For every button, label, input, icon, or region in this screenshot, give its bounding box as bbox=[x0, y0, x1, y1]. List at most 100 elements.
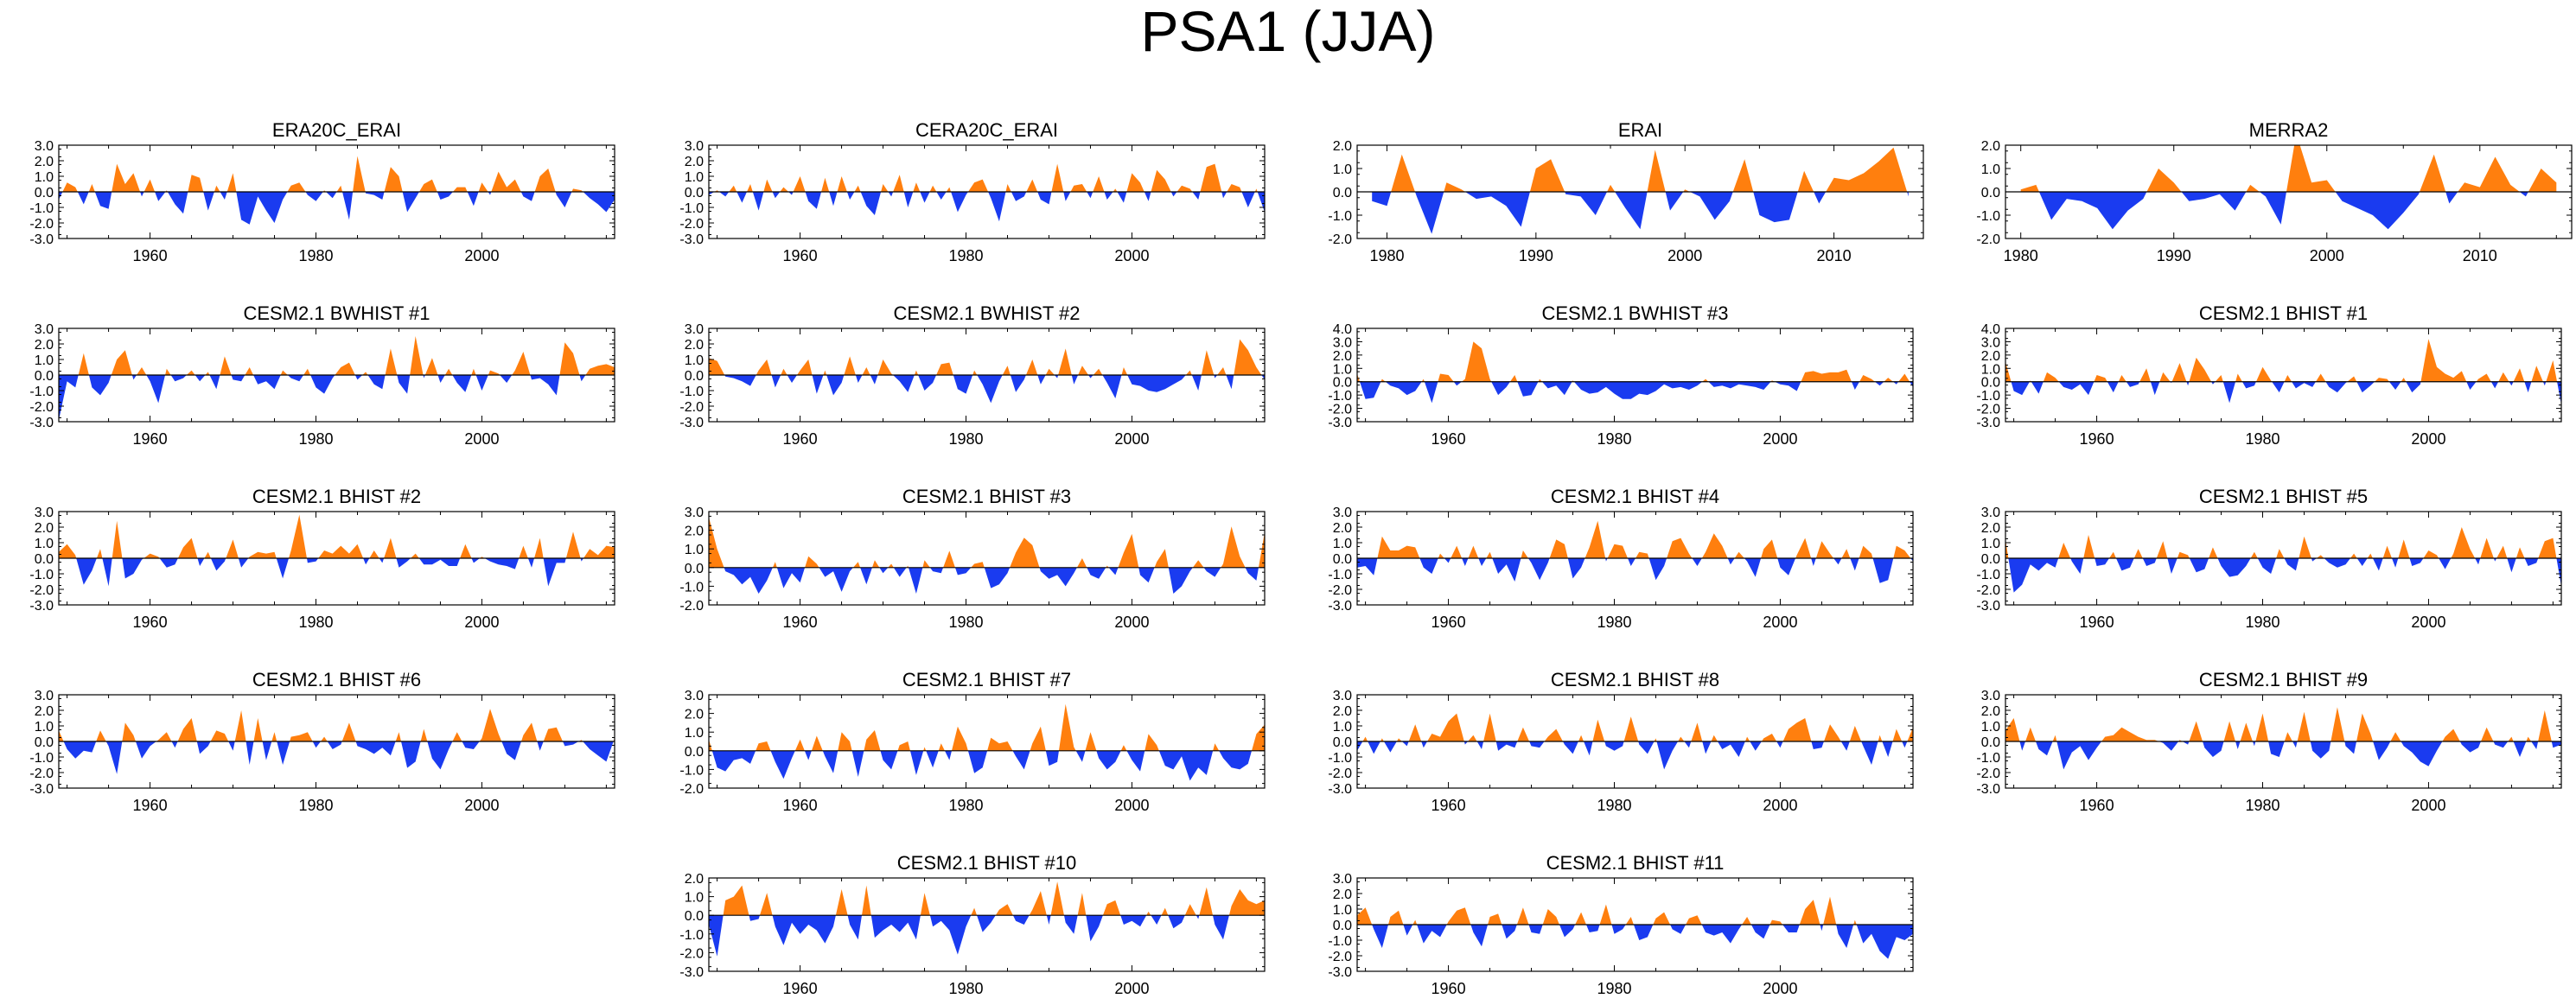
y-tick-label: -3.0 bbox=[29, 232, 54, 247]
x-tick-label: 1960 bbox=[783, 247, 818, 264]
positive-area bbox=[709, 517, 1265, 568]
y-tick-label: 0.0 bbox=[1333, 552, 1352, 567]
x-tick-label: 1960 bbox=[2080, 797, 2114, 814]
y-tick-label: -2.0 bbox=[679, 217, 704, 232]
panel-17: CESM2.1 BHIST #10 2.0 1.0 0.0 -1.0 -2.0 -3.0 19… bbox=[679, 852, 1266, 997]
y-tick-label: -2.0 bbox=[679, 599, 704, 614]
y-tick-label: -3.0 bbox=[1328, 782, 1352, 797]
y-tick-label: -1.0 bbox=[1976, 751, 2000, 766]
y-tick-label: 0.0 bbox=[35, 186, 54, 200]
y-tick-label: 1.0 bbox=[685, 543, 704, 557]
x-tick-label: 1960 bbox=[783, 614, 818, 631]
x-tick-label: 1980 bbox=[1369, 247, 1404, 264]
negative-area bbox=[1360, 381, 1913, 404]
y-tick-label: 3.0 bbox=[685, 322, 704, 337]
y-tick-label: 2.0 bbox=[1333, 704, 1352, 719]
x-tick-label: 1960 bbox=[133, 247, 168, 264]
x-tick-label: 2000 bbox=[464, 430, 499, 448]
y-tick-label: 1.0 bbox=[685, 170, 704, 185]
panel-title: CESM2.1 BHIST #5 bbox=[2199, 486, 2368, 507]
y-tick-label: 3.0 bbox=[1333, 506, 1352, 520]
y-tick-label: 3.0 bbox=[35, 506, 54, 520]
x-tick-label: 1960 bbox=[783, 430, 818, 448]
panel-2: CERA20C_ERAI 3.02.01.00.0-1.0-2.0-3.0 1960… bbox=[679, 119, 1266, 264]
y-tick-label: -1.0 bbox=[29, 751, 54, 766]
x-tick-label: 2000 bbox=[2411, 797, 2445, 814]
y-tick-label: 2.0 bbox=[1333, 139, 1352, 154]
y-tick-label: 4.0 bbox=[1981, 322, 2000, 337]
y-tick-label: -2.0 bbox=[1976, 583, 2000, 598]
x-tick-label: 2000 bbox=[1114, 614, 1149, 631]
positive-area bbox=[59, 156, 615, 192]
x-tick-label: 1980 bbox=[298, 614, 333, 631]
x-tick-label: 1980 bbox=[948, 797, 983, 814]
negative-area bbox=[2005, 741, 2561, 770]
panel-title: CESM2.1 BHIST #8 bbox=[1551, 669, 1719, 690]
y-tick-label: 3.0 bbox=[1333, 872, 1352, 887]
negative-area bbox=[709, 915, 1265, 957]
y-tick-label: 3.0 bbox=[685, 689, 704, 703]
y-tick-label: 1.0 bbox=[685, 353, 704, 368]
panel-title: CERA20C_ERAI bbox=[915, 119, 1058, 141]
x-tick-label: 2000 bbox=[464, 614, 499, 631]
panel-14: CESM2.1 BHIST #7 3.0 2.0 1.0 0.0 -1.0 -2.0 1960… bbox=[679, 669, 1266, 814]
y-tick-label: -1.0 bbox=[679, 928, 704, 943]
panel-16: CESM2.1 BHIST #9 3.02.01.00.0-1.0-2.0-3.0… bbox=[1976, 669, 2562, 814]
y-tick-label: 3.0 bbox=[1981, 335, 2000, 350]
y-tick-label: 1.0 bbox=[1333, 903, 1352, 918]
y-tick-label: 2.0 bbox=[1981, 139, 2000, 154]
y-tick-label: 1.0 bbox=[1981, 720, 2000, 735]
panel-10: CESM2.1 BHIST #3 3.0 2.0 1.0 0.0 -1.0 -2.0 1960… bbox=[679, 486, 1266, 631]
panel-title: CESM2.1 BHIST #3 bbox=[902, 486, 1071, 507]
negative-area bbox=[59, 192, 615, 225]
negative-area bbox=[59, 375, 615, 421]
y-tick-label: -3.0 bbox=[679, 965, 704, 980]
negative-area bbox=[2020, 192, 2557, 230]
x-tick-label: 1980 bbox=[1597, 614, 1631, 631]
panel-title: CESM2.1 BWHIST #3 bbox=[1542, 302, 1729, 324]
panel-title: MERRA2 bbox=[2249, 119, 2329, 141]
panel-title: ERA20C_ERAI bbox=[272, 119, 401, 141]
panel-13: CESM2.1 BHIST #6 3.02.01.00.0-1.0-2.0-3.0… bbox=[29, 669, 615, 814]
x-tick-label: 1980 bbox=[1597, 430, 1631, 448]
y-tick-label: 2.0 bbox=[685, 872, 704, 887]
y-tick-label: -1.0 bbox=[679, 385, 704, 399]
y-tick-label: 2.0 bbox=[1981, 349, 2000, 364]
y-tick-label: 1.0 bbox=[1333, 162, 1352, 177]
positive-area bbox=[2005, 707, 2561, 741]
x-tick-label: 1960 bbox=[1431, 797, 1466, 814]
x-tick-label: 1990 bbox=[2157, 247, 2191, 264]
y-tick-label: -1.0 bbox=[679, 763, 704, 778]
y-tick-label: 1.0 bbox=[1981, 537, 2000, 551]
positive-area bbox=[2020, 145, 2557, 192]
y-tick-label: 2.0 bbox=[35, 338, 54, 353]
y-tick-label: 0.0 bbox=[35, 735, 54, 750]
x-tick-label: 1980 bbox=[298, 797, 333, 814]
y-tick-label: -3.0 bbox=[29, 416, 54, 430]
y-tick-label: 0.0 bbox=[1981, 376, 2000, 391]
y-tick-label: -3.0 bbox=[679, 232, 704, 247]
x-tick-label: 2000 bbox=[1114, 980, 1149, 997]
y-tick-label: 0.0 bbox=[1981, 186, 2000, 200]
x-tick-label: 1960 bbox=[1431, 614, 1466, 631]
panel-3: ERAI 2.0 1.0 0.0 -1.0 -2.0 1980 1990 2000 2010 bbox=[1328, 119, 1924, 264]
panel-title: CESM2.1 BHIST #9 bbox=[2199, 669, 2368, 690]
panel-7: CESM2.1 BWHIST #3 4.03.02.01.00.0-1.0-2.0… bbox=[1328, 302, 1914, 448]
x-tick-label: 2000 bbox=[1667, 247, 1702, 264]
y-tick-label: -3.0 bbox=[1328, 965, 1352, 980]
y-tick-label: -3.0 bbox=[679, 416, 704, 430]
x-tick-label: 2000 bbox=[1763, 797, 1797, 814]
negative-area bbox=[709, 567, 1265, 594]
y-tick-label: 1.0 bbox=[35, 170, 54, 185]
y-tick-label: 3.0 bbox=[35, 139, 54, 154]
x-tick-label: 1980 bbox=[2245, 797, 2280, 814]
panel-title: CESM2.1 BHIST #11 bbox=[1546, 852, 1725, 874]
y-tick-label: 0.0 bbox=[685, 909, 704, 924]
x-tick-label: 2000 bbox=[1114, 247, 1149, 264]
y-tick-label: -3.0 bbox=[1976, 782, 2000, 797]
x-tick-label: 1980 bbox=[948, 614, 983, 631]
x-tick-label: 1980 bbox=[1597, 797, 1631, 814]
x-tick-label: 1960 bbox=[133, 614, 168, 631]
y-tick-label: -1.0 bbox=[29, 201, 54, 216]
